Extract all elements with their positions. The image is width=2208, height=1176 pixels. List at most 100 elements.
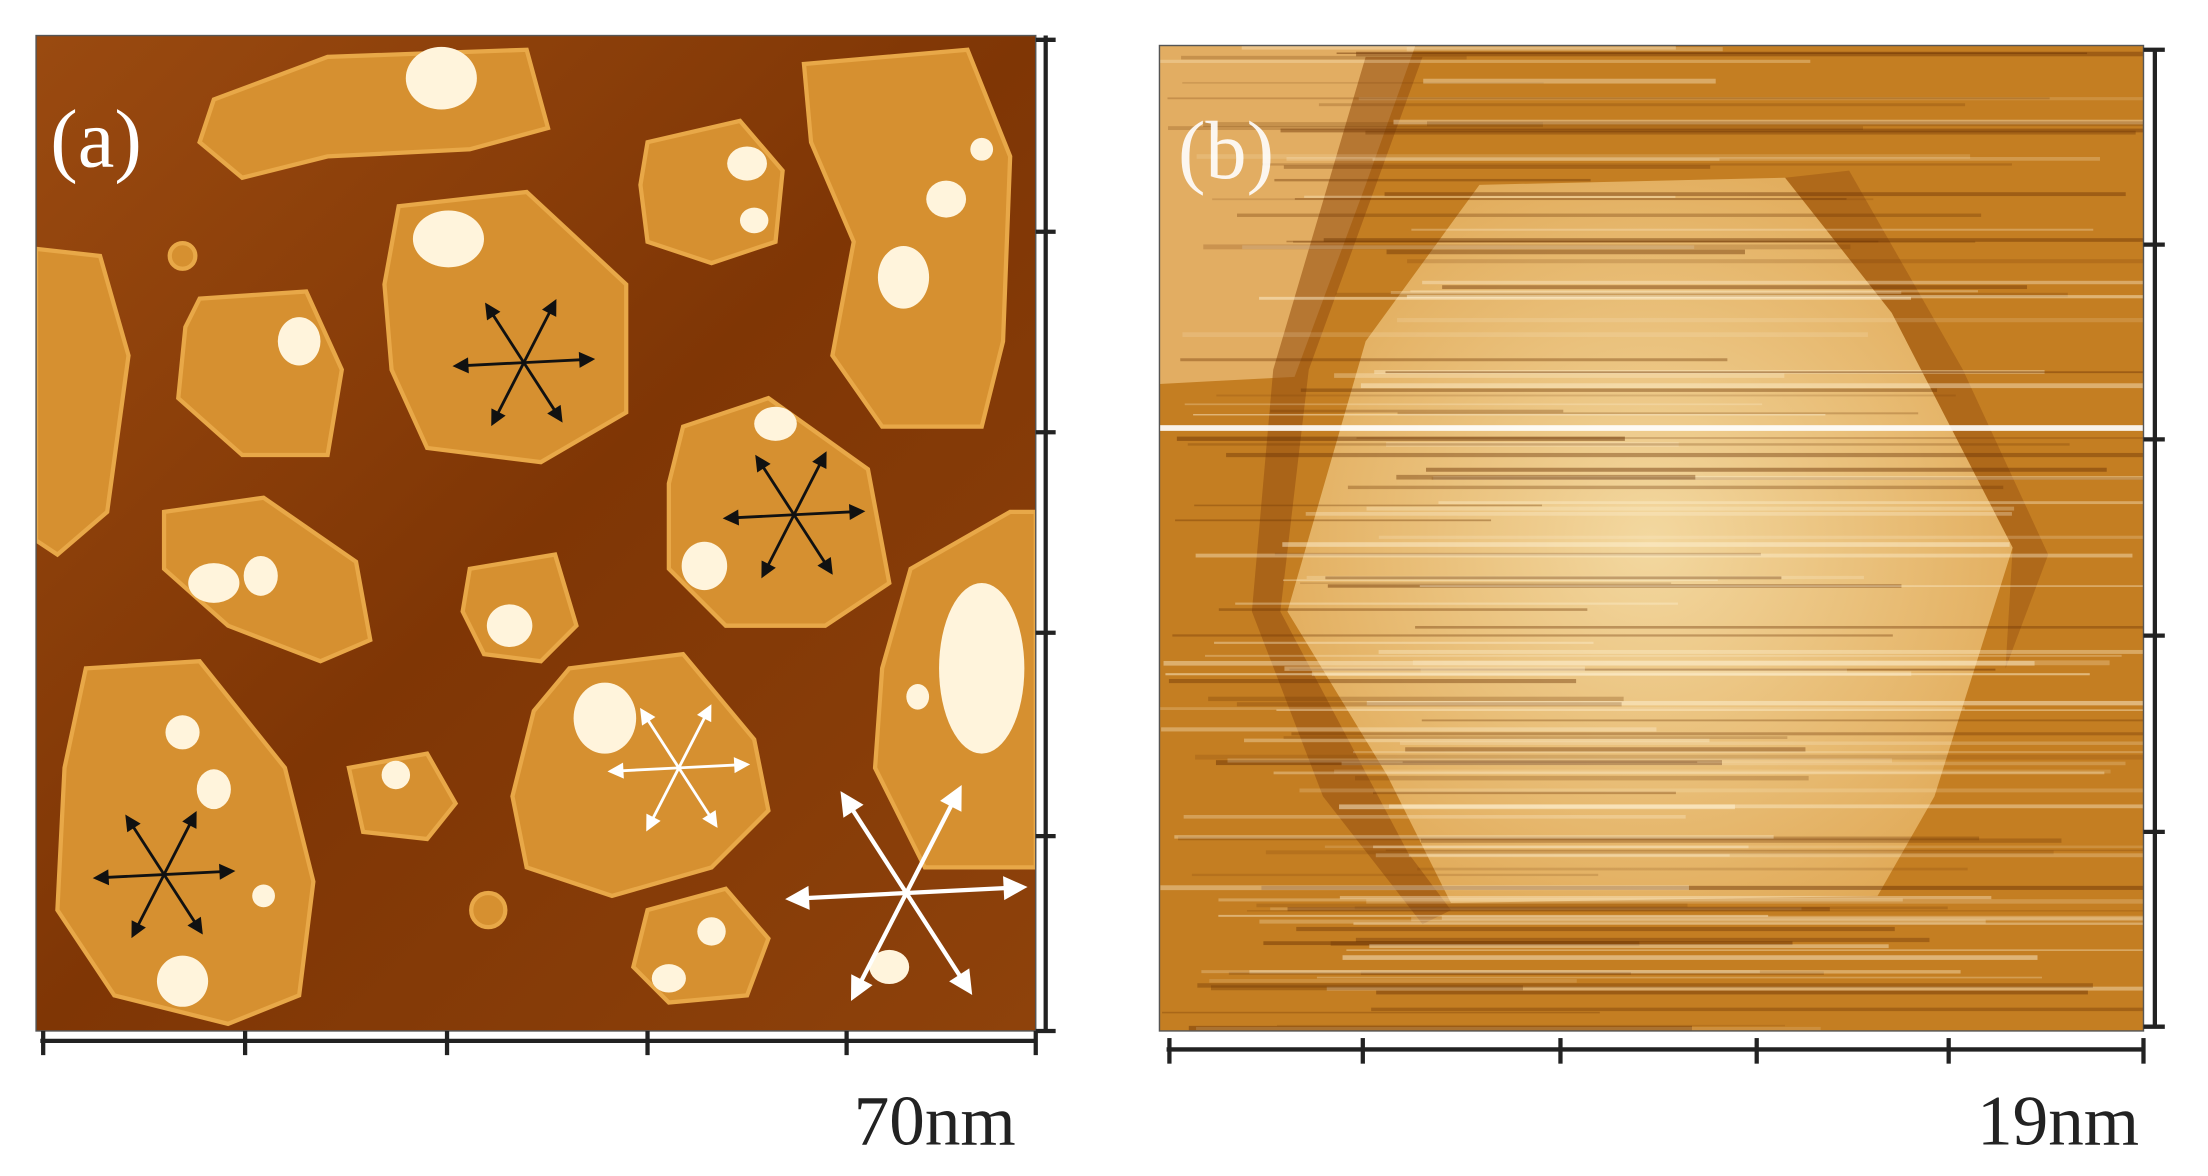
scan-streak bbox=[1283, 736, 1788, 740]
scan-streak bbox=[1316, 976, 2042, 979]
scan-streak bbox=[1246, 910, 2144, 912]
scan-streak bbox=[1168, 126, 1863, 131]
scan-streak bbox=[1360, 383, 2144, 389]
scan-streak bbox=[1365, 130, 2136, 135]
scan-streak bbox=[1261, 885, 2144, 890]
scan-streak bbox=[1369, 944, 1889, 949]
symmetry-star bbox=[92, 810, 236, 939]
scan-streak bbox=[1242, 245, 1695, 250]
scan-streak bbox=[1423, 78, 1716, 84]
scan-streak bbox=[1182, 81, 1544, 84]
scan-streak bbox=[1201, 970, 1760, 974]
scan-streak bbox=[1209, 979, 1577, 983]
scan-streak bbox=[1323, 238, 2144, 242]
scan-streak bbox=[1181, 55, 1467, 60]
scan-streak bbox=[1284, 666, 1585, 671]
scan-streak bbox=[1195, 553, 2133, 558]
scan-streak bbox=[1411, 228, 2094, 231]
scan-streak bbox=[1373, 791, 1676, 795]
scan-streak bbox=[1330, 941, 1640, 946]
scan-streak bbox=[1249, 970, 1961, 974]
scale-label: 70nm bbox=[854, 1083, 1016, 1161]
scan-streak bbox=[1286, 156, 2100, 161]
scan-streak bbox=[1410, 290, 1978, 293]
scan-streak bbox=[1276, 709, 2144, 711]
scan-streak bbox=[1214, 641, 1594, 644]
scan-streak bbox=[1366, 700, 2144, 706]
scan-streak bbox=[1358, 97, 2144, 101]
scan-streak bbox=[1274, 552, 1761, 556]
scan-streak bbox=[1273, 771, 2105, 775]
scan-streak bbox=[1195, 754, 2144, 760]
scan-streak bbox=[1334, 769, 2111, 774]
scan-streak bbox=[1283, 165, 1711, 169]
scan-streak bbox=[1211, 985, 1523, 991]
scan-streak bbox=[1366, 899, 2144, 904]
scan-streak bbox=[1421, 719, 2144, 722]
scan-streak bbox=[1205, 654, 2122, 657]
scan-streak bbox=[1346, 949, 2144, 951]
scan-streak bbox=[1311, 671, 1912, 676]
symmetry-star bbox=[722, 451, 866, 579]
scan-streak bbox=[1426, 467, 2107, 472]
scan-streak bbox=[1196, 154, 1971, 159]
scan-streak bbox=[1174, 835, 1774, 839]
scan-streak bbox=[1184, 403, 1763, 406]
scan-streak bbox=[1393, 119, 2144, 125]
scan-streak bbox=[1259, 296, 1912, 300]
stm-image-b bbox=[1159, 45, 2144, 1031]
scan-streak bbox=[1283, 579, 1718, 582]
scan-streak bbox=[1256, 903, 1688, 908]
scan-streak bbox=[1282, 542, 2010, 547]
scan-streak bbox=[1407, 259, 2144, 264]
scan-streak bbox=[1373, 845, 1749, 849]
scan-streak bbox=[1336, 52, 2088, 55]
scan-streak bbox=[1188, 1025, 1692, 1031]
scan-streak bbox=[1353, 751, 2144, 754]
scan-streak bbox=[1422, 280, 2144, 285]
scan-streak bbox=[1197, 983, 2093, 988]
scan-streak bbox=[1196, 1026, 1821, 1031]
scan-streak bbox=[1420, 838, 2062, 843]
scan-streak bbox=[1366, 506, 2015, 511]
scan-streak bbox=[1390, 290, 1902, 295]
scan-streak bbox=[1274, 178, 1591, 182]
scan-streak bbox=[1187, 443, 2070, 446]
scan-streak bbox=[1371, 1007, 2144, 1012]
scan-streak bbox=[1289, 668, 1996, 671]
scan-streak bbox=[1385, 371, 2144, 374]
scan-streak bbox=[1218, 898, 1903, 902]
scan-streak bbox=[1356, 51, 2144, 57]
scan-streak bbox=[1168, 679, 1577, 684]
scan-streak bbox=[1280, 128, 2144, 133]
scan-streak bbox=[1442, 285, 2028, 290]
panel-label: (b) bbox=[1178, 105, 1274, 196]
scan-streak bbox=[1286, 240, 1879, 243]
scan-streak bbox=[1378, 649, 2144, 654]
scan-streak bbox=[1244, 738, 1710, 743]
scan-streak bbox=[1397, 318, 2144, 323]
scan-streak bbox=[1356, 437, 2144, 440]
scan-streak bbox=[1287, 907, 1830, 912]
scan-streak bbox=[1433, 475, 2144, 480]
scan-streak bbox=[1263, 941, 1793, 946]
scan-streak bbox=[1354, 775, 1809, 781]
scan-streak bbox=[1374, 370, 2045, 374]
scan-streak bbox=[1160, 59, 1811, 63]
scan-streak bbox=[1327, 584, 1902, 588]
stm-image-a bbox=[36, 35, 1036, 1031]
scan-streak bbox=[1412, 660, 2110, 666]
scan-streak bbox=[1376, 990, 2088, 995]
scan-streak bbox=[1165, 673, 2090, 676]
scan-streak bbox=[1339, 804, 1735, 810]
scan-streak bbox=[1300, 582, 1672, 585]
scan-streak bbox=[1342, 955, 2038, 960]
scan-streak bbox=[1178, 836, 1980, 841]
scan-streak bbox=[1194, 504, 1543, 507]
scan-streak bbox=[1306, 575, 1864, 580]
scan-streak bbox=[1325, 576, 1782, 580]
scan-streak bbox=[1420, 668, 1847, 673]
scan-streak bbox=[1293, 240, 1976, 243]
scan-streak bbox=[1167, 97, 2050, 100]
